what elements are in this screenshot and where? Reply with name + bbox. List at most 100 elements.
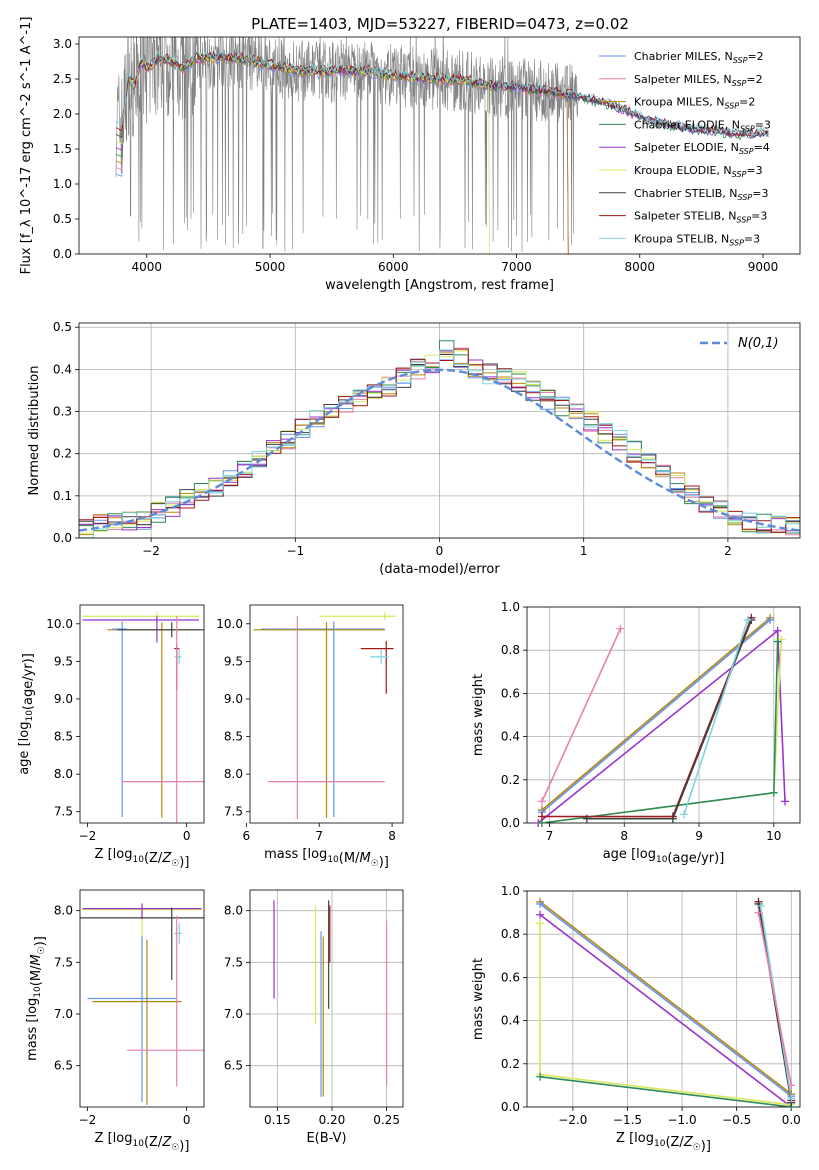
legend-suffix: =2: [746, 73, 762, 86]
axes-frame: [526, 890, 801, 1108]
x-tick-label: −1.5: [613, 1113, 642, 1127]
label-part: mass [: [25, 1018, 40, 1061]
label-part: Z: [161, 851, 172, 866]
legend-suffix: =3: [751, 210, 767, 223]
weight-marker-salpeter_miles: [754, 908, 763, 917]
legend-sub: SSP: [736, 216, 751, 225]
axes-frame: [526, 606, 801, 824]
x-tick-label: 6: [243, 829, 251, 843]
y-tick-label: 3.0: [53, 37, 72, 51]
label-sub: ☉: [693, 1143, 701, 1153]
plot-area: [537, 617, 786, 823]
normal-legend-label: N(0,1): [738, 336, 779, 351]
panel-mass_vs_Z: −2 06.57.07.58.0Z [log10(Z/Z☉)]mass [log1…: [25, 889, 205, 1154]
y-tick-label: 2.0: [53, 107, 72, 121]
weight-line-chabrier_elodie: [541, 641, 779, 823]
legend-sub: SSP: [729, 238, 744, 247]
y-axis-label: Normed distribution: [27, 366, 42, 496]
weight-marker-kroupa_elodie: [536, 919, 545, 928]
panel-spectrum: 4000 5000 6000 7000 8000 9000 0.0 0.5 1.0 1.5 2.0 2…: [19, 17, 801, 293]
x-axis-label: Z [log10(Z/Z☉)]: [95, 1131, 190, 1154]
axes-frame: [79, 604, 205, 824]
x-tick-label: 1: [580, 544, 588, 558]
label-part: log: [113, 1131, 133, 1146]
panel-weight_vs_Z: −2.0 −1.5 −1.0 −0.5 0.0 0.0 0.2 0.4 0.6 0.8 1.0 Z […: [471, 884, 801, 1154]
legend-suffix: =4: [754, 141, 770, 154]
legend-suffix: =3: [755, 118, 771, 131]
label-part: log: [113, 847, 133, 862]
y-tick-label: 1.5: [53, 142, 72, 156]
panel-age_vs_Z: −2 07.58.08.59.09.510.0Z [log10(Z/Z☉)]age…: [17, 604, 205, 870]
y-tick-label: 1.0: [53, 177, 72, 191]
legend-sub: SSP: [733, 56, 748, 65]
y-tick-label: 8.0: [224, 904, 243, 918]
y-tick-label: 8.0: [224, 767, 243, 781]
y-axis-label: mass [log10(M/M☉)]: [25, 936, 48, 1061]
legend-suffix: =3: [752, 187, 768, 200]
weight-line-chabrier_miles: [541, 619, 771, 813]
x-tick-label: 7: [315, 829, 323, 843]
y-axis-label: age [log10(age/yr)]: [17, 653, 36, 775]
legend-sub: SSP: [740, 124, 755, 133]
legend-label-kroupa_miles: Kroupa MILES, NSSP=2: [634, 96, 755, 111]
label-part: log: [634, 1131, 654, 1146]
legend-sub: SSP: [738, 193, 753, 202]
legend-sub: SSP: [732, 170, 747, 179]
label-part: M: [29, 954, 44, 965]
y-tick-label: 0.0: [53, 531, 72, 545]
model-spectrum-kroupa_stelib: [115, 50, 769, 136]
plot-area: [80, 903, 204, 1105]
label-part: (age/yr)]: [667, 851, 724, 866]
label-sub: 10: [327, 855, 339, 865]
axes-frame: [249, 889, 404, 1108]
legend-label-chabrier_miles: Chabrier MILES, NSSP=2: [634, 50, 764, 65]
label-sub: ☉: [171, 859, 179, 869]
weight-line-chabrier_elodie: [540, 1076, 792, 1107]
x-tick-label: 7000: [501, 260, 532, 274]
x-axis-label: age [log10(age/yr)]: [603, 847, 725, 866]
y-tick-label: 1.0: [501, 884, 520, 898]
plot-area: [79, 340, 800, 538]
normal-curve: [79, 368, 800, 532]
label-part: )]: [179, 1139, 189, 1154]
y-tick-label: 0.3: [53, 405, 72, 419]
label-sub: 10: [133, 1139, 145, 1149]
x-tick-label: 8000: [625, 260, 656, 274]
legend-sub: SSP: [724, 102, 739, 111]
x-tick-label: 9: [695, 829, 703, 843]
label-part: mass weight: [471, 958, 486, 1040]
legend-text: Chabrier STELIB, N: [634, 187, 738, 200]
weight-marker-salpeter_elodie: [781, 797, 790, 806]
y-tick-label: 0.0: [53, 247, 72, 261]
legend-label-kroupa_elodie: Kroupa ELODIE, NSSP=3: [634, 164, 763, 179]
x-tick-label: 5000: [255, 260, 286, 274]
residual-histogram-kroupa_stelib: [79, 349, 800, 538]
x-axis-label: E(B-V): [306, 1131, 346, 1146]
x-tick-label: −2: [79, 829, 97, 843]
legend-text: Salpeter STELIB, N: [634, 210, 736, 223]
legend-text: Chabrier MILES, N: [634, 50, 733, 63]
legend-label-kroupa_stelib: Kroupa STELIB, NSSP=3: [634, 232, 760, 247]
y-tick-label: 9.0: [54, 692, 73, 706]
panel-age_vs_mass: 6 7 8 7.5 8.0 8.5 9.0 9.5 10.0 mass [log10(M/M☉)]: [216, 604, 404, 870]
weight-marker-salpeter_miles: [537, 797, 546, 806]
x-axis-label: mass [log10(M/M☉)]: [264, 847, 389, 870]
legend-label-salpeter_miles: Salpeter MILES, NSSP=2: [634, 73, 763, 88]
legend-label-chabrier_stelib: Chabrier STELIB, NSSP=3: [634, 187, 768, 202]
weight-marker-chabrier_miles: [536, 899, 545, 908]
label-part: log: [636, 847, 656, 862]
label-sub: 10: [33, 986, 43, 998]
x-tick-label: 0: [436, 544, 444, 558]
y-tick-label: 7.0: [54, 1007, 73, 1021]
observed-spectrum-line: [115, 37, 770, 252]
label-sub: 10: [133, 855, 145, 865]
label-part: log: [307, 847, 327, 862]
x-tick-label: 0: [183, 829, 191, 843]
weight-marker-salpeter_stelib: [537, 812, 546, 821]
axes-frame: [249, 604, 404, 824]
weight-line-kroupa_miles: [539, 901, 792, 1095]
legend-text: Kroupa MILES, N: [634, 96, 724, 109]
y-tick-label: 0.4: [53, 362, 72, 376]
